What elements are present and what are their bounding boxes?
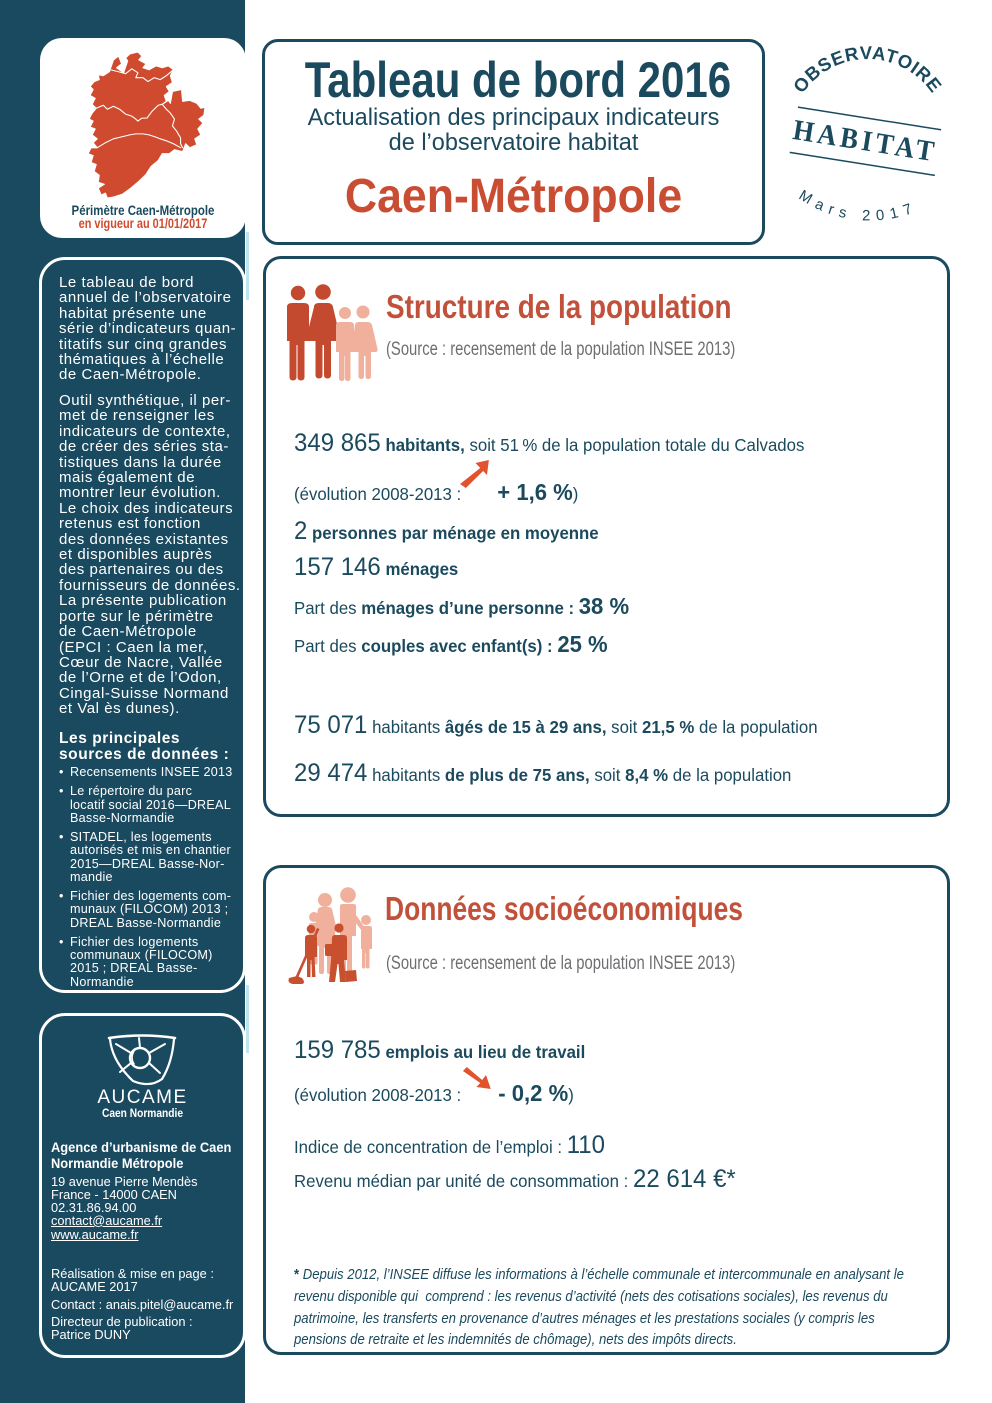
svg-text:HABITAT: HABITAT — [791, 114, 940, 168]
svg-text:OBSERVATOIRE: OBSERVATOIRE — [789, 42, 947, 97]
svg-text:Mars 2017: Mars 2017 — [794, 186, 922, 223]
